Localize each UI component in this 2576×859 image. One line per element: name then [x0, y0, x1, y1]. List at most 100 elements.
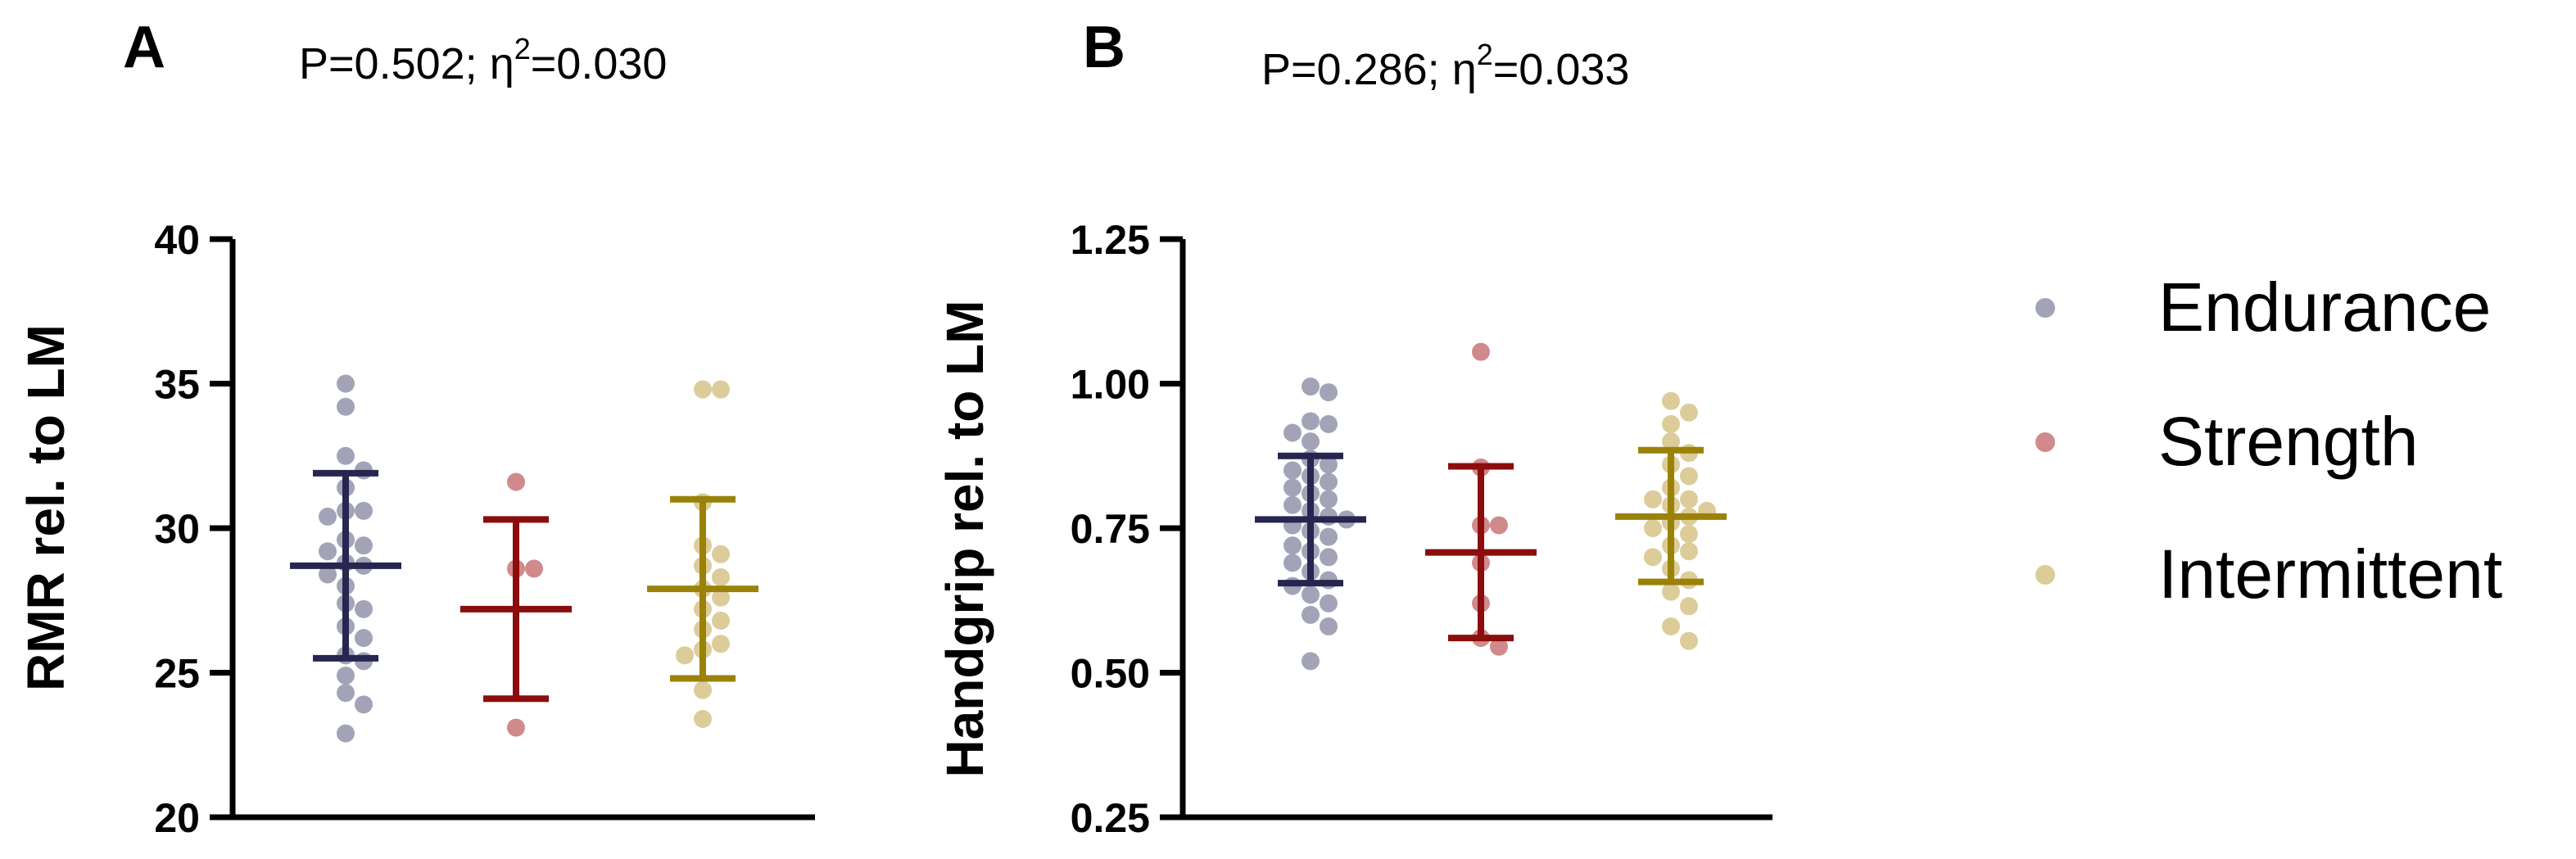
panel-a-point-endurance	[337, 667, 355, 685]
panel-a-point-endurance	[337, 446, 355, 465]
panel-a-y-tick-label: 40	[154, 217, 200, 263]
panel-b-point-endurance	[1320, 383, 1338, 402]
panel-b-point-intermittent	[1680, 403, 1698, 422]
panel-b-point-endurance	[1320, 527, 1338, 546]
panel-b: B P=0.286; η2=0.033 Handgrip rel. to LM …	[935, 15, 1772, 841]
panel-b-point-endurance	[1302, 652, 1320, 671]
panel-a: A P=0.502; η2=0.030 RMR rel. to LM 20 25 3…	[16, 15, 815, 841]
panel-a-point-endurance	[355, 536, 373, 555]
legend-item-endurance: Endurance	[2035, 269, 2491, 346]
panel-b-y-tick-label: 1.00	[1071, 362, 1150, 408]
panel-b-point-intermittent	[1662, 391, 1680, 410]
panel-b-y-tick-label: 0.50	[1071, 651, 1150, 697]
panel-b-point-intermittent	[1644, 548, 1662, 567]
panel-b-point-intermittent	[1680, 490, 1698, 509]
panel-b-point-strength	[1490, 516, 1508, 535]
panel-b-point-intermittent	[1644, 490, 1662, 509]
panel-b-point-intermittent	[1680, 597, 1698, 616]
legend-marker-intermittent	[2035, 565, 2055, 585]
panel-b-point-intermittent	[1680, 542, 1698, 561]
panel-a-y-tick-label: 30	[154, 506, 200, 552]
legend-label-intermittent: Intermittent	[2158, 536, 2502, 613]
panel-a-point-intermittent	[694, 380, 712, 399]
panel-b-point-intermittent	[1680, 631, 1698, 650]
legend-label-strength: Strength	[2158, 403, 2419, 480]
panel-b-point-endurance	[1283, 536, 1302, 555]
panel-b-point-endurance	[1283, 554, 1302, 572]
panel-a-stat-eta: =0.030	[531, 39, 668, 88]
panel-a-point-intermittent	[712, 635, 730, 653]
panel-b-point-intermittent	[1662, 432, 1680, 451]
panel-b-point-endurance	[1302, 605, 1320, 624]
panel-a-point-intermittent	[712, 588, 730, 607]
panel-a-stat-text: P=0.502; η2=0.030	[299, 32, 667, 88]
panel-b-point-intermittent	[1662, 414, 1680, 433]
panel-a-point-endurance	[319, 565, 337, 584]
panel-a-stat-sup: 2	[514, 32, 531, 66]
panel-b-point-endurance	[1283, 461, 1302, 480]
panel-b-point-intermittent	[1644, 519, 1662, 537]
panel-b-point-endurance	[1320, 548, 1338, 567]
legend: Endurance Strength Intermittent	[2035, 269, 2502, 613]
panel-a-point-intermittent	[694, 709, 712, 728]
legend-label-endurance: Endurance	[2158, 269, 2491, 346]
legend-marker-strength	[2035, 432, 2055, 452]
panel-b-point-endurance	[1283, 495, 1302, 514]
panel-b-y-tick-label: 1.25	[1071, 217, 1150, 263]
panel-a-y-tick-label: 20	[154, 795, 200, 841]
panel-b-point-intermittent	[1662, 582, 1680, 601]
panel-b-point-endurance	[1302, 585, 1320, 604]
panel-b-point-endurance	[1320, 490, 1338, 509]
panel-a-point-intermittent	[676, 646, 694, 665]
panel-a-y-tick-label: 25	[154, 651, 200, 697]
panel-a-point-intermittent	[712, 545, 730, 563]
legend-item-strength: Strength	[2035, 403, 2419, 480]
panel-a-point-strength	[507, 718, 525, 737]
panel-b-stat-text: P=0.286; η2=0.033	[1261, 38, 1629, 94]
panel-a-point-endurance	[319, 542, 337, 561]
legend-marker-endurance	[2035, 298, 2055, 318]
panel-a-point-endurance	[337, 724, 355, 743]
panel-a-point-endurance	[355, 599, 373, 618]
panel-b-stat-eta: =0.033	[1493, 45, 1630, 94]
panel-b-point-strength	[1490, 637, 1508, 656]
panel-b-point-intermittent	[1662, 617, 1680, 636]
panel-a-point-endurance	[337, 684, 355, 703]
panel-a-stat-p: P=0.502; η	[299, 39, 514, 88]
panel-b-point-endurance	[1320, 472, 1338, 491]
panel-b-point-endurance	[1302, 378, 1320, 396]
panel-b-point-endurance	[1320, 414, 1338, 433]
panel-a-point-intermittent	[712, 380, 730, 399]
panel-b-point-endurance	[1283, 478, 1302, 497]
panel-a-point-strength	[507, 472, 525, 491]
panel-b-point-endurance	[1302, 412, 1320, 431]
panel-b-y-tick-label: 0.25	[1071, 795, 1150, 841]
panel-a-point-endurance	[319, 507, 337, 526]
panel-a-letter: A	[123, 15, 165, 80]
panel-a-point-intermittent	[712, 611, 730, 630]
panel-a-point-intermittent	[694, 680, 712, 699]
panel-a-point-strength	[525, 559, 543, 578]
panel-b-y-axis-title: Handgrip rel. to LM	[935, 300, 994, 777]
panel-b-point-endurance	[1320, 455, 1338, 474]
panel-b-point-intermittent	[1680, 467, 1698, 486]
panel-b-stat-p: P=0.286; η	[1261, 45, 1477, 94]
panel-b-stat-sup: 2	[1477, 38, 1493, 71]
panel-b-y-tick-label: 0.75	[1071, 506, 1150, 552]
panel-a-point-endurance	[355, 629, 373, 648]
panel-b-point-endurance	[1283, 423, 1302, 442]
panel-a-point-endurance	[337, 374, 355, 393]
legend-item-intermittent: Intermittent	[2035, 536, 2502, 613]
panel-a-point-endurance	[355, 695, 373, 714]
panel-b-point-strength	[1472, 342, 1490, 361]
panel-b-point-intermittent	[1680, 525, 1698, 544]
panel-b-point-endurance	[1320, 617, 1338, 636]
panel-a-point-endurance	[337, 397, 355, 416]
panel-a-y-tick-label: 35	[154, 362, 200, 408]
panel-b-point-endurance	[1302, 432, 1320, 451]
panel-a-point-endurance	[355, 501, 373, 520]
panel-a-y-axis-title: RMR rel. to LM	[16, 324, 75, 691]
panel-a-point-intermittent	[712, 568, 730, 587]
panel-b-letter: B	[1083, 15, 1125, 80]
